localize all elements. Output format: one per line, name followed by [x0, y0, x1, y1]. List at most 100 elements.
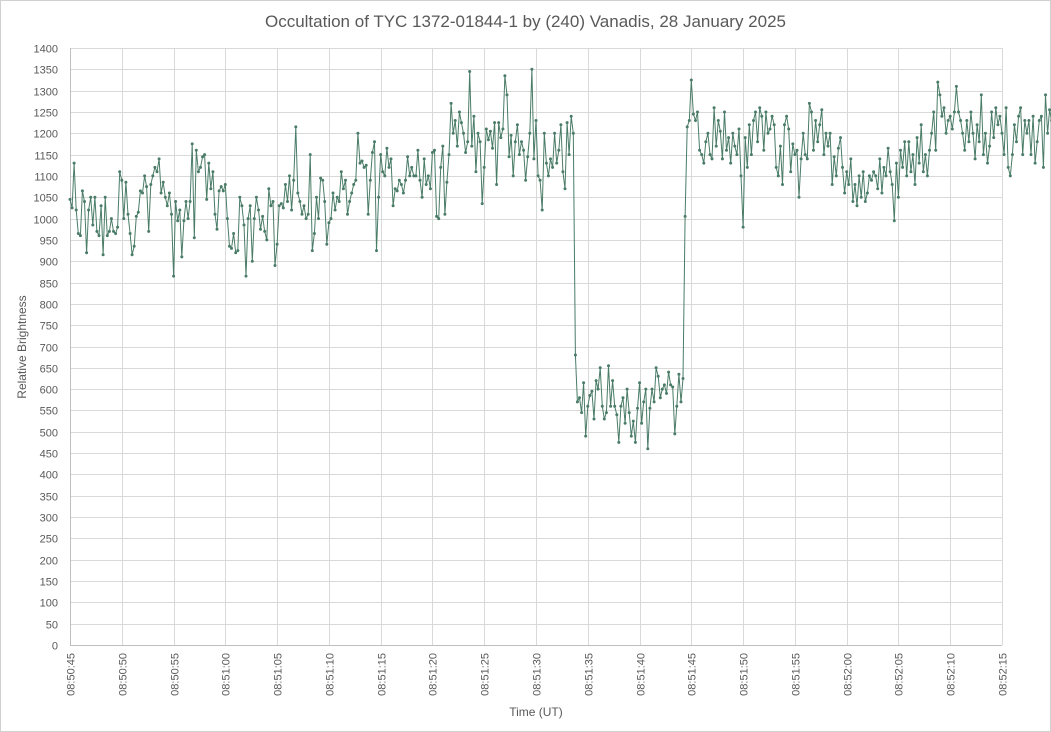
data-point [219, 185, 223, 189]
x-tick-label: 08:51:15 [377, 653, 389, 696]
x-tick-label: 08:52:15 [998, 653, 1010, 696]
data-point [598, 366, 602, 370]
data-point [501, 127, 505, 131]
data-point [1002, 153, 1006, 157]
data-point [213, 212, 217, 216]
data-point [629, 434, 633, 438]
x-tick-label: 08:51:30 [532, 653, 544, 696]
data-point [368, 178, 372, 182]
data-point [377, 195, 381, 199]
data-point [747, 123, 751, 127]
data-point [988, 144, 992, 148]
x-tick-label: 08:51:05 [273, 653, 285, 696]
data-point [586, 404, 590, 408]
data-point [509, 133, 513, 137]
data-point [68, 197, 72, 201]
data-point [93, 195, 97, 199]
data-point [706, 131, 710, 135]
data-point [85, 251, 89, 255]
data-point [607, 364, 610, 368]
data-point [766, 131, 770, 135]
data-point [234, 251, 238, 255]
data-point [977, 140, 981, 144]
data-point [824, 131, 828, 135]
data-point [325, 242, 329, 246]
data-point [617, 440, 621, 444]
data-point [551, 165, 555, 169]
data-point [923, 153, 927, 157]
data-point [623, 421, 627, 425]
data-point [1033, 161, 1037, 165]
data-point [795, 148, 799, 152]
data-point [236, 249, 240, 253]
data-point [449, 101, 453, 105]
data-point [118, 170, 122, 174]
data-point [507, 155, 511, 159]
y-tick-label: 400 [40, 470, 58, 482]
data-point [631, 419, 635, 423]
data-point [145, 185, 149, 189]
x-tick-label: 08:51:10 [325, 653, 337, 696]
data-point [662, 383, 666, 387]
data-point [72, 161, 76, 165]
data-point [559, 123, 563, 127]
data-point [296, 191, 300, 195]
data-point [430, 151, 434, 154]
x-tick-label: 08:51:45 [687, 653, 699, 696]
data-point [957, 110, 960, 114]
y-tick-label: 0 [52, 641, 58, 653]
data-point [273, 264, 277, 267]
data-point [497, 121, 501, 125]
data-point [822, 153, 826, 157]
data-point [323, 200, 327, 203]
y-tick-label: 900 [40, 257, 58, 269]
data-point [685, 125, 689, 129]
data-point [733, 144, 737, 148]
data-point [186, 217, 190, 221]
data-point [170, 212, 173, 216]
data-point [153, 165, 157, 169]
data-point [696, 110, 699, 114]
data-point [240, 204, 244, 208]
data-point [526, 155, 530, 159]
data-point [640, 421, 644, 425]
data-point [532, 157, 536, 161]
data-point [921, 170, 925, 174]
data-point [437, 217, 441, 221]
data-point [422, 157, 426, 161]
data-point [1041, 165, 1045, 169]
x-tick-label: 08:51:50 [739, 653, 751, 696]
data-point [1035, 140, 1039, 144]
data-point [319, 176, 323, 180]
data-point [89, 195, 93, 199]
data-point [370, 151, 374, 154]
data-point [339, 170, 343, 174]
data-point [772, 123, 776, 127]
data-point [426, 174, 430, 178]
data-point [387, 165, 391, 169]
data-point [828, 131, 832, 135]
data-point [435, 214, 439, 218]
data-point [673, 432, 677, 436]
y-tick-label: 1300 [34, 87, 58, 99]
data-point [791, 142, 795, 146]
data-point [584, 434, 588, 438]
data-point [283, 183, 287, 186]
data-point [758, 106, 762, 110]
data-point [172, 274, 176, 278]
data-point [410, 165, 414, 169]
data-point [578, 396, 581, 400]
data-point [704, 140, 708, 144]
data-point [625, 387, 629, 391]
data-point [919, 123, 923, 127]
data-point [70, 206, 74, 210]
y-tick-label: 650 [40, 364, 58, 376]
data-point [205, 197, 209, 201]
data-point [298, 200, 302, 203]
data-point [114, 232, 118, 235]
data-point [223, 183, 227, 186]
data-point [540, 208, 544, 212]
data-point [874, 174, 878, 178]
data-point [785, 114, 789, 118]
